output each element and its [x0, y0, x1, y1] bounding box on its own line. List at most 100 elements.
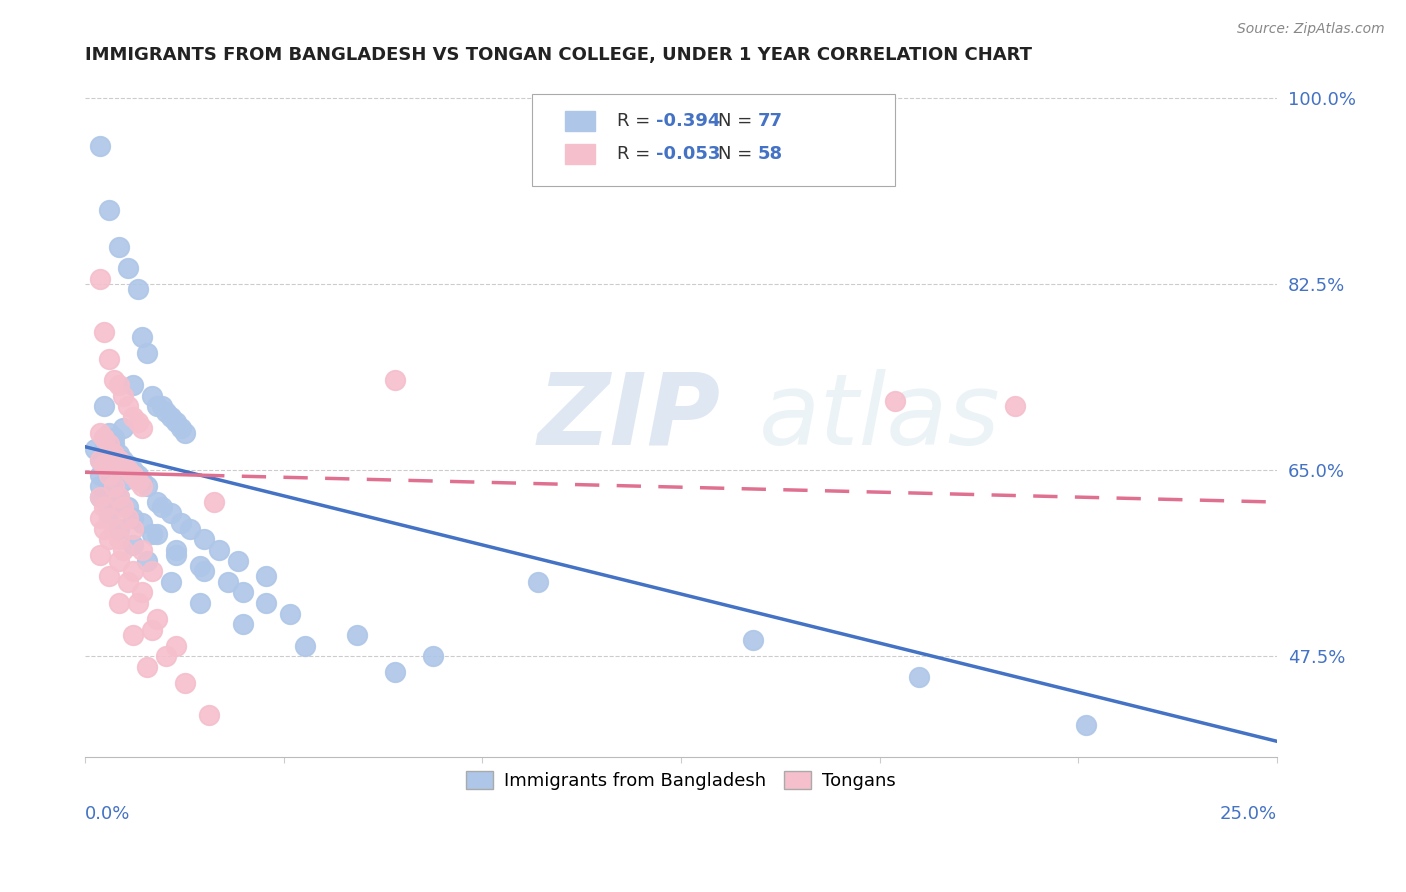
Point [93, 325, 115, 339]
Point [103, 373, 125, 387]
Point [1074, 718, 1097, 732]
Point [107, 553, 129, 567]
Point [93, 442, 115, 456]
Point [146, 612, 169, 626]
Text: atlas: atlas [758, 368, 1000, 466]
Point [107, 533, 129, 547]
Legend: Immigrants from Bangladesh, Tongans: Immigrants from Bangladesh, Tongans [457, 762, 905, 799]
Point [384, 373, 406, 387]
Point [141, 527, 163, 541]
Point [232, 617, 254, 632]
Point [103, 458, 125, 472]
Point [150, 500, 173, 515]
Point [103, 479, 125, 493]
Point [136, 479, 159, 493]
Point [103, 495, 125, 509]
Point [131, 420, 153, 434]
Text: -0.394: -0.394 [657, 112, 720, 130]
Point [98, 468, 121, 483]
Point [136, 553, 159, 567]
Point [103, 436, 125, 450]
Point [131, 516, 153, 531]
Point [165, 639, 187, 653]
Point [89, 479, 111, 493]
Point [107, 452, 129, 467]
Point [98, 351, 121, 366]
Point [278, 607, 301, 621]
Point [169, 516, 191, 531]
Point [112, 542, 135, 557]
Point [169, 420, 191, 434]
Point [202, 495, 225, 509]
Point [89, 425, 111, 440]
Point [155, 649, 177, 664]
Point [122, 468, 145, 483]
Point [107, 447, 129, 461]
Point [174, 425, 197, 440]
Point [146, 495, 169, 509]
Point [93, 522, 115, 536]
Point [127, 596, 149, 610]
Point [136, 346, 159, 360]
Text: -0.053: -0.053 [657, 145, 720, 162]
Point [174, 675, 197, 690]
Point [127, 468, 149, 483]
Point [146, 400, 169, 414]
Point [98, 425, 121, 440]
Point [103, 431, 125, 445]
Point [131, 479, 153, 493]
Point [98, 202, 121, 217]
Point [98, 569, 121, 583]
Point [384, 665, 406, 680]
Point [117, 463, 139, 477]
Point [131, 585, 153, 599]
Point [89, 548, 111, 562]
Text: R =: R = [617, 112, 655, 130]
Text: IMMIGRANTS FROM BANGLADESH VS TONGAN COLLEGE, UNDER 1 YEAR CORRELATION CHART: IMMIGRANTS FROM BANGLADESH VS TONGAN COL… [86, 46, 1032, 64]
Point [226, 553, 249, 567]
Point [117, 261, 139, 276]
Point [103, 522, 125, 536]
Point [254, 596, 277, 610]
Point [127, 415, 149, 429]
Point [150, 400, 173, 414]
Point [146, 527, 169, 541]
Point [107, 490, 129, 504]
Point [254, 569, 277, 583]
Point [93, 431, 115, 445]
Point [93, 400, 115, 414]
Point [165, 542, 187, 557]
Point [188, 558, 211, 573]
Point [89, 452, 111, 467]
Point [89, 272, 111, 286]
Point [107, 240, 129, 254]
Point [160, 410, 183, 425]
Point [527, 574, 550, 589]
Point [188, 596, 211, 610]
Point [232, 585, 254, 599]
Point [122, 463, 145, 477]
Point [127, 474, 149, 488]
Point [208, 542, 231, 557]
Point [131, 542, 153, 557]
Point [122, 628, 145, 642]
Point [131, 474, 153, 488]
Point [122, 522, 145, 536]
Point [131, 330, 153, 344]
Point [117, 511, 139, 525]
Point [141, 389, 163, 403]
Point [89, 452, 111, 467]
Point [141, 623, 163, 637]
Point [217, 574, 239, 589]
Text: 25.0%: 25.0% [1219, 805, 1277, 823]
Point [160, 506, 183, 520]
Point [98, 436, 121, 450]
Point [117, 400, 139, 414]
Point [155, 405, 177, 419]
Point [165, 548, 187, 562]
Point [122, 410, 145, 425]
Point [136, 660, 159, 674]
Point [112, 474, 135, 488]
Bar [565, 111, 595, 131]
Point [98, 479, 121, 493]
